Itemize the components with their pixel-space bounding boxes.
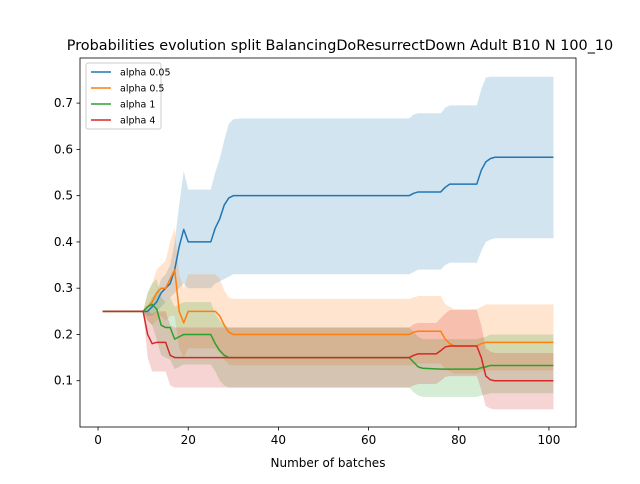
x-tick-label: 0: [94, 433, 102, 447]
series-line-3: [102, 303, 554, 370]
legend-label-4: alpha 4: [120, 116, 155, 127]
legend-box: [85, 62, 162, 130]
plot-frame: [79, 57, 577, 428]
legend-label-3: alpha 1: [120, 100, 155, 111]
x-tick-label: 60: [361, 433, 376, 447]
y-tick-label: 0.2: [54, 327, 73, 341]
legend-label-2: alpha 0.5: [120, 84, 164, 95]
legend-label-1: alpha 0.05: [120, 68, 171, 79]
x-axis-label: Number of batches: [271, 456, 386, 470]
y-tick-label: 0.7: [54, 96, 73, 110]
y-tick-label: 0.5: [54, 189, 73, 203]
series-line-4: [102, 310, 554, 382]
y-tick-label: 0.1: [54, 374, 73, 388]
series-lines: [102, 156, 554, 382]
y-tick-label: 0.3: [54, 281, 73, 295]
confidence-band-4: [102, 309, 554, 410]
confidence-band-3: [102, 278, 554, 397]
confidence-band-2: [102, 228, 554, 374]
x-tick-label: 80: [451, 433, 466, 447]
x-tick-label: 40: [271, 433, 286, 447]
chart-title: Probabilities evolution split BalancingD…: [67, 38, 613, 54]
legend: alpha 0.05 alpha 0.5 alpha 1 alpha 4: [85, 62, 171, 130]
x-tick-label: 20: [181, 433, 196, 447]
x-tick-label: 100: [537, 433, 560, 447]
y-tick-label: 0.4: [54, 235, 73, 249]
y-tick-label: 0.6: [54, 142, 73, 156]
axes: 0 20 40 60 80 100 0.1 0.2 0.3 0.4 0.5 0.6 0.7: [54, 57, 577, 447]
